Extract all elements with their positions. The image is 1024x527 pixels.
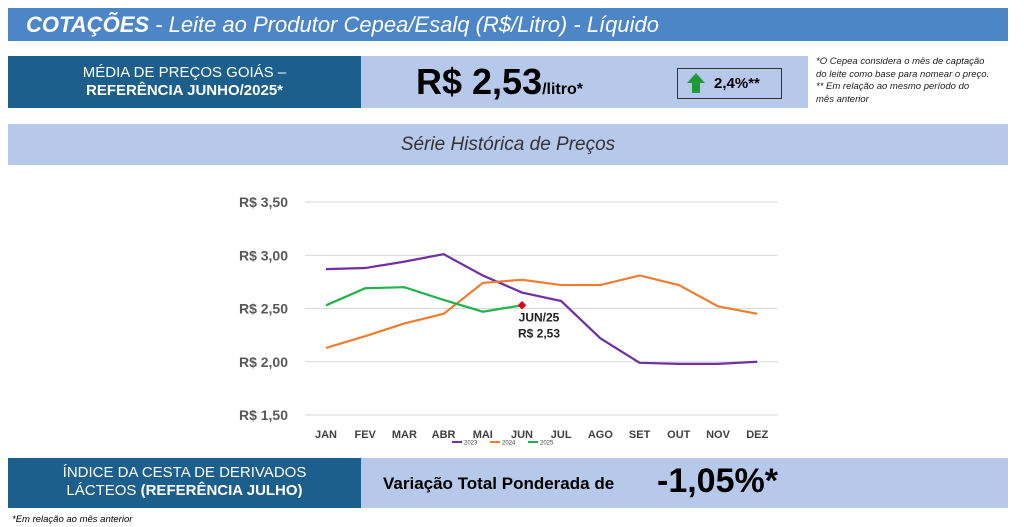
y-tick-label: R$ 3,50 (239, 194, 288, 210)
x-tick-label: NOV (706, 429, 731, 441)
header-subtitle: - Leite ao Produtor Cepea/Esalq (R$/Litr… (149, 12, 659, 37)
price-box: R$ 2,53/litro* 2,4%** (361, 56, 808, 108)
header-title: COTAÇÕES (26, 12, 150, 37)
up-arrow (687, 73, 705, 93)
footnote: *Em relação ao mês anterior (12, 514, 133, 525)
change-box: 2,4%** (677, 68, 782, 99)
note: mês anterior (816, 93, 869, 105)
index-label: (REFERÊNCIA JULHO) (140, 482, 303, 499)
header-bar: COTAÇÕES - Leite ao Produtor Cepea/Esalq… (8, 8, 1008, 41)
index-label: LÁCTEOS (66, 482, 141, 499)
change-value: 2,4%** (714, 75, 760, 92)
annotation: R$ 2,53 (518, 326, 560, 340)
x-tick-label: OUT (667, 429, 691, 441)
note: ** Em relação ao mesmo período do (816, 81, 970, 92)
price-label: REFERÊNCIA JUNHO/2025* (86, 82, 283, 99)
price-label: MÉDIA DE PREÇOS GOIÁS – (82, 64, 287, 81)
line-series (325, 274, 758, 349)
y-tick-label: R$ 2,50 (239, 301, 288, 317)
x-tick-label: AGO (588, 429, 614, 441)
line-series (325, 286, 523, 313)
legend-label: 2023 (464, 441, 478, 447)
price-label-box: MÉDIA DE PREÇOS GOIÁS – REFERÊNCIA JUNHO… (8, 56, 361, 108)
x-tick-label: SET (629, 429, 651, 441)
legend-label: 2025 (540, 441, 554, 447)
y-tick-label: R$ 1,50 (239, 407, 288, 423)
notes: *O Cepea considera o mês de captação do … (816, 56, 1021, 106)
x-tick-label: DEZ (746, 429, 768, 441)
x-tick-label: JUL (551, 429, 572, 441)
index-label: ÍNDICE DA CESTA DE DERIVADOS (62, 464, 307, 481)
note: *O Cepea considera o mês de captação (816, 56, 985, 67)
section-title: Série Histórica de Preços (8, 124, 1008, 165)
highlight-point (517, 301, 527, 310)
price: R$ 2,53/litro* (416, 61, 583, 103)
index-text: Variação Total Ponderada de (383, 474, 615, 493)
x-tick-label: JAN (315, 429, 337, 441)
index-value: -1,05%* (657, 462, 778, 500)
x-tick-label: MAR (392, 429, 417, 441)
legend-label: 2024 (502, 441, 516, 447)
x-tick-label: ABR (432, 429, 456, 441)
annotation: JUN/25 (519, 310, 560, 324)
x-tick-label: MAI (473, 429, 493, 441)
y-tick-label: R$ 2,00 (239, 354, 288, 370)
note: do leite como base para nomear o preço. (816, 68, 990, 80)
index-box: Variação Total Ponderada de -1,05%* (361, 458, 1008, 508)
x-tick-label: FEV (354, 429, 376, 441)
line-series (325, 253, 758, 365)
y-tick-label: R$ 3,00 (239, 247, 288, 263)
x-tick-label: JUN (511, 429, 533, 441)
price-value: R$ 2,53 (416, 61, 543, 102)
index-label-box: ÍNDICE DA CESTA DE DERIVADOS LÁCTEOS (RE… (8, 458, 361, 508)
price-unit: /litro* (542, 81, 583, 98)
